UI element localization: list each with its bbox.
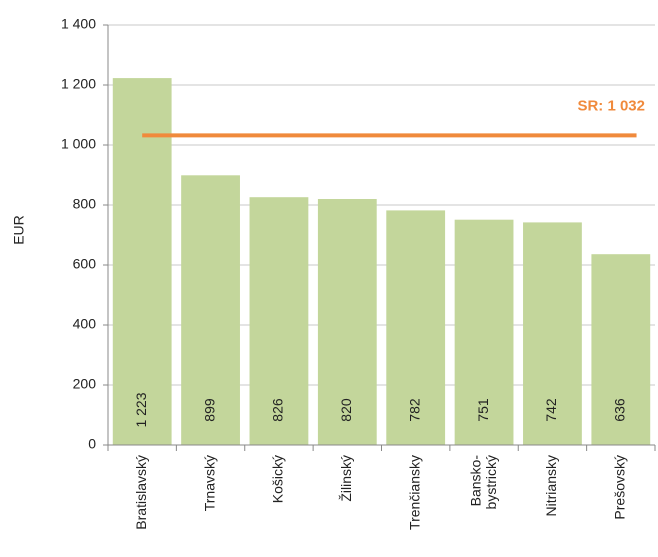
y-tick-label: 400 [73, 316, 97, 332]
bar [181, 175, 240, 446]
bar [523, 222, 582, 445]
y-tick-label: 600 [73, 256, 97, 272]
x-tick-label: Trnavský [201, 455, 217, 511]
value-label: 1 223 [133, 392, 149, 427]
x-tick-label: Žilinský [338, 455, 354, 502]
reference-label: SR: 1 032 [577, 97, 645, 114]
x-tick-label: Bratislavský [133, 455, 149, 530]
y-tick-label: 200 [73, 376, 97, 392]
y-tick-label: 1 400 [61, 16, 96, 32]
x-tick-label: Bansko-bystrický [467, 455, 498, 510]
x-tick-label: Prešovský [612, 455, 628, 520]
y-tick-label: 1 200 [61, 76, 96, 92]
y-tick-label: 1 000 [61, 136, 96, 152]
y-tick-label: 800 [73, 196, 97, 212]
y-axis-label: EUR [11, 215, 27, 245]
value-label: 899 [201, 398, 217, 422]
value-label: 636 [612, 398, 628, 422]
bar [317, 199, 377, 445]
value-label: 820 [338, 398, 354, 422]
x-tick-label: Košický [270, 455, 286, 503]
value-label: 742 [543, 398, 559, 422]
x-tick-label: Nitriansky [543, 455, 559, 516]
bar [454, 219, 514, 445]
value-label: 826 [270, 398, 286, 422]
x-tick-label: Trenčiansky [406, 455, 422, 530]
y-tick-label: 0 [88, 436, 96, 452]
value-label: 782 [406, 398, 422, 422]
bar [591, 254, 651, 445]
value-label: 751 [475, 398, 491, 422]
bar [249, 197, 309, 445]
bar [386, 210, 446, 445]
bar [112, 78, 172, 445]
